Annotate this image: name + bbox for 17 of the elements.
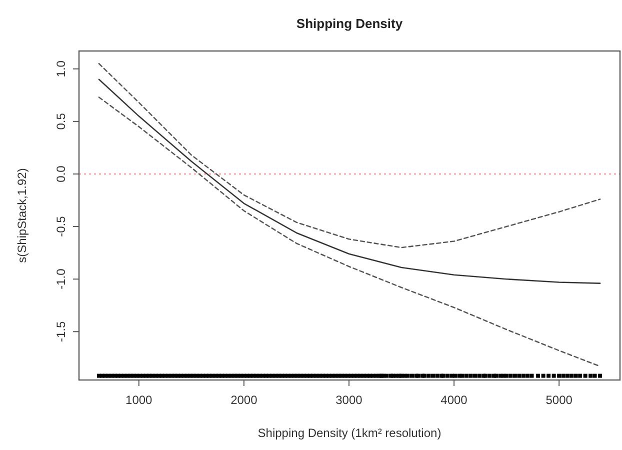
- y-tick-label: 0.0: [54, 165, 68, 182]
- x-tick-label: 1000: [126, 393, 153, 407]
- x-tick-label: 4000: [440, 393, 468, 407]
- y-tick-label: -0.5: [54, 216, 68, 237]
- line-series: [98, 78, 601, 284]
- y-tick-label: -1.0: [54, 268, 68, 290]
- y-tick-label: 0.5: [54, 112, 68, 130]
- y-tick-label: 1.0: [54, 60, 68, 78]
- x-tick-label: 3000: [336, 393, 363, 407]
- line-series: [98, 62, 601, 248]
- x-tick-label: 5000: [546, 393, 573, 407]
- x-tick-label: 2000: [230, 393, 258, 407]
- y-tick-label: -1.5: [54, 320, 68, 342]
- x-axis-title: Shipping Density (1km² resolution): [258, 426, 442, 440]
- chart-title: Shipping Density: [296, 16, 404, 31]
- line-series: [98, 96, 601, 367]
- y-axis-title: s(ShipStack,1.92): [15, 168, 29, 263]
